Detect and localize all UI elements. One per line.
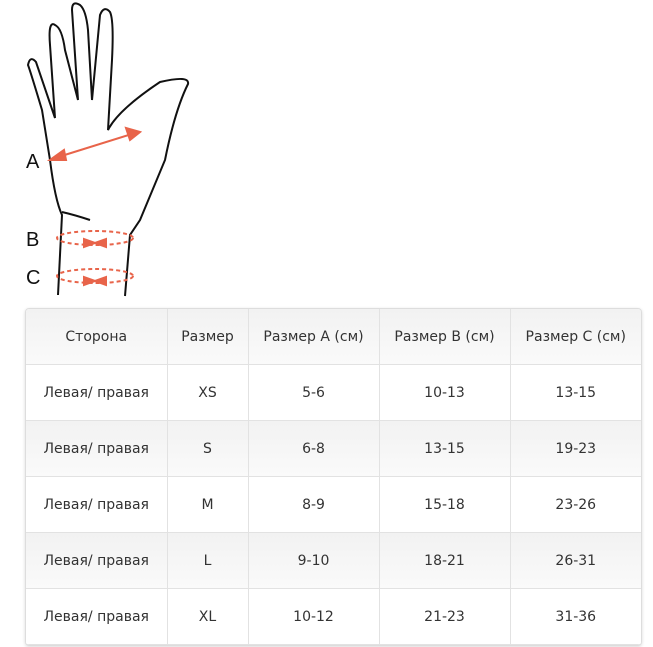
cell-c: 26-31 [509,532,641,589]
cell-a: 8-9 [247,476,380,533]
cell-side: Левая/ правая [26,420,168,477]
table-row: Левая/ правая M 8-9 15-18 23-26 [26,476,641,533]
header-size-a: Размер A (см) [247,309,380,365]
table-row: Левая/ правая XS 5-6 10-13 13-15 [26,364,641,421]
cell-a: 9-10 [247,532,380,589]
cell-b: 21-23 [378,588,511,645]
cell-side: Левая/ правая [26,476,168,533]
table-row: Левая/ правая L 9-10 18-21 26-31 [26,532,641,589]
label-a: A [26,151,40,173]
cell-b: 10-13 [378,364,511,421]
cell-side: Левая/ правая [26,532,168,589]
size-table: Сторона Размер Размер A (см) Размер B (с… [25,308,642,646]
hand-measurement-diagram: A B C [26,2,190,297]
label-c: C [26,267,40,289]
cell-c: 31-36 [509,588,641,645]
cell-side: Левая/ правая [26,588,168,645]
table-row: Левая/ правая XL 10-12 21-23 31-36 [26,588,641,645]
cell-a: 5-6 [247,364,380,421]
table-row: Левая/ правая S 6-8 13-15 19-23 [26,420,641,477]
header-size-c: Размер C (см) [509,309,641,365]
cell-size: L [166,532,249,589]
cell-a: 10-12 [247,588,380,645]
cell-size: M [166,476,249,533]
cell-size: XS [166,364,249,421]
cell-size: S [166,420,249,477]
header-size-b: Размер B (см) [378,309,511,365]
cell-side: Левая/ правая [26,364,168,421]
label-b: B [26,229,39,251]
header-size: Размер [166,309,249,365]
table-header: Сторона Размер Размер A (см) Размер B (с… [26,309,641,365]
cell-c: 19-23 [509,420,641,477]
header-side: Сторона [26,309,168,365]
cell-b: 15-18 [378,476,511,533]
cell-c: 23-26 [509,476,641,533]
cell-a: 6-8 [247,420,380,477]
cell-b: 18-21 [378,532,511,589]
cell-c: 13-15 [509,364,641,421]
cell-b: 13-15 [378,420,511,477]
cell-size: XL [166,588,249,645]
